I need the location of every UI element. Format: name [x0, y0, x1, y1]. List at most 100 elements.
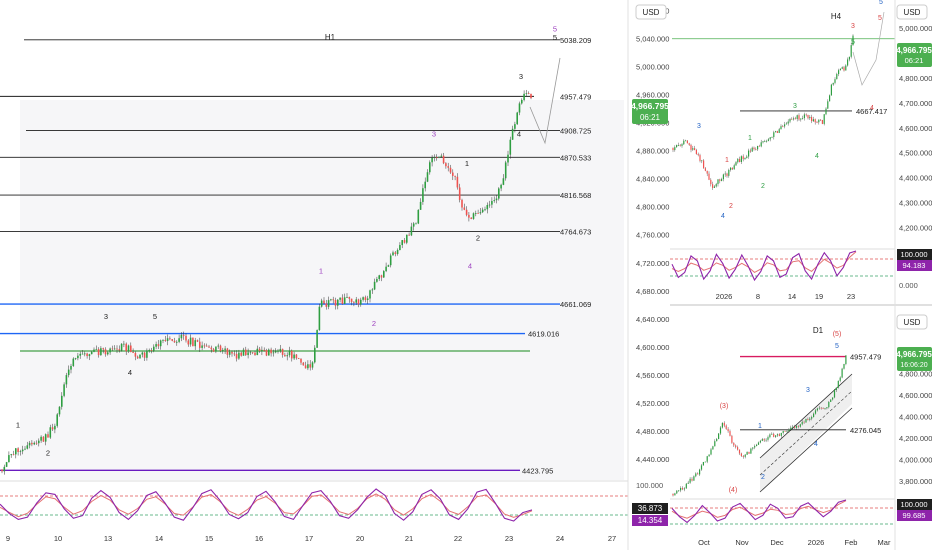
svg-text:99.685: 99.685	[903, 511, 926, 520]
h4-price-tick: 4,500.000	[899, 149, 932, 158]
h1-candle-body	[35, 442, 38, 444]
h1-candle-body	[337, 299, 339, 306]
d1-candle-body	[828, 401, 830, 408]
h1-wave-label: 5	[553, 25, 557, 34]
h1-time-axis[interactable]: 9 10 13 14 15 16 17 20 21 22 23 24 27	[6, 534, 616, 543]
h1-candle-body	[454, 175, 456, 177]
h4-wave-label: 4	[721, 213, 725, 220]
h1-price-tick: 4,640.000	[636, 315, 669, 324]
h1-level-label: 4764.673	[560, 227, 591, 236]
h1-candle-body	[67, 369, 70, 376]
svg-text:USD: USD	[904, 318, 921, 327]
svg-text:100.000: 100.000	[900, 500, 927, 509]
d1-candle-body	[685, 483, 687, 489]
h4-candle-body	[703, 160, 705, 169]
h4-candle-body	[821, 120, 823, 124]
d1-candle-body	[811, 417, 813, 419]
h4-candle-body	[746, 156, 748, 158]
h4-candle-body	[762, 141, 764, 143]
h1-candle-body	[265, 350, 268, 356]
h4-candle-body	[784, 124, 786, 127]
h1-candle-body	[341, 297, 344, 304]
d1-last-price-badge: 4,966.795 16:06:20	[896, 347, 932, 371]
h1-candle-body	[274, 351, 277, 353]
h1-candle-body	[31, 442, 33, 445]
d1-time-axis[interactable]: Oct Nov Dec 2026 Feb Mar	[698, 538, 891, 547]
h4-candle-body	[757, 145, 759, 150]
h1-candle-body	[95, 349, 98, 350]
h4-price-tick: 5,000.000	[899, 24, 932, 33]
h1-candle-body	[435, 157, 438, 159]
h1-candle-body	[419, 201, 422, 210]
h4-candle-body	[715, 184, 717, 187]
h1-candle-body	[77, 355, 79, 359]
h4-projection-path	[852, 11, 885, 86]
h4-candle-body	[852, 35, 854, 46]
h1-candle-body	[182, 334, 185, 336]
h1-candle-body	[385, 266, 387, 272]
h1-time-tick: 10	[54, 534, 62, 543]
h4-wave-label: 5	[851, 39, 855, 46]
h1-candle-body	[470, 217, 472, 219]
h1-candle-body	[415, 223, 417, 225]
h1-candle-body	[176, 341, 178, 343]
h1-candle-body	[33, 442, 35, 445]
h4-candle-body	[766, 140, 768, 142]
h1-price-axis[interactable]: 5,080.0005,040.0005,000.0004,960.0004,92…	[627, 0, 670, 550]
d1-candle-body	[683, 488, 685, 490]
d1-currency-badge[interactable]: USD	[896, 314, 928, 330]
h1-title: H1	[325, 33, 336, 42]
h1-candle-body	[433, 157, 436, 159]
h1-candle-body	[155, 344, 157, 347]
h4-candle-body	[778, 129, 780, 133]
svg-text:100.000: 100.000	[900, 250, 927, 259]
h1-panel[interactable]: 5038.209 4957.479 4908.725 4870.533 4816.568…	[0, 0, 628, 543]
h4-time-axis[interactable]: 2026 8 14 19 23	[716, 292, 856, 301]
h1-candle-body	[389, 255, 392, 266]
h1-level-label: 4908.725	[560, 127, 591, 136]
d1-price-axis[interactable]: 4,800.000 4,600.000 4,400.000 4,200.000 4,00…	[894, 306, 932, 550]
h1-wave-label: 4	[128, 368, 132, 377]
d1-time-tick: Oct	[698, 538, 711, 547]
d1-candle-body	[752, 447, 754, 449]
h1-candle-body	[297, 358, 300, 359]
h1-candle-body	[88, 354, 91, 357]
d1-candle-body	[792, 426, 794, 428]
h1-candle-body	[56, 414, 58, 426]
d1-time-tick: Dec	[770, 538, 784, 547]
h1-candle-body	[21, 449, 24, 452]
h4-candle-body	[744, 157, 746, 160]
h1-candle-body	[486, 205, 489, 210]
h1-candle-body	[477, 213, 479, 214]
h4-last-price-badge: 4,966.795 06:21	[896, 43, 932, 67]
d1-candle-body	[782, 431, 784, 433]
h1-candle-body	[364, 297, 367, 300]
h4-candle-body	[776, 131, 778, 133]
h1-candle-body	[422, 188, 424, 202]
d1-candle-body	[710, 449, 712, 455]
h1-candle-body	[143, 352, 146, 358]
d1-candle-body	[771, 433, 773, 435]
d1-panel[interactable]: 4957.479 4276.045 (3) (4) 1 2 3 4 5 (5) D1 Oct No…	[670, 306, 895, 550]
d1-osc-d-badge: 99.685	[897, 510, 932, 521]
h4-candle-body	[748, 150, 750, 157]
price-axis-icon[interactable]: USD	[635, 4, 667, 20]
h4-currency-badge[interactable]: USD	[896, 4, 928, 20]
h1-candle-body	[268, 349, 270, 356]
h4-price-axis[interactable]: 5,000.0004,900.0004,800.0004,700.0004,60…	[894, 0, 932, 304]
d1-candle-body	[820, 407, 822, 409]
h1-time-tick: 23	[505, 534, 513, 543]
h1-candle-body	[127, 345, 130, 352]
h4-candle-body	[753, 147, 755, 150]
d1-candle-body	[754, 445, 756, 448]
svg-text:14.354: 14.354	[638, 516, 663, 525]
h1-candle-body	[219, 345, 222, 351]
d1-candle-body	[773, 433, 775, 437]
h1-candle-body	[530, 93, 532, 99]
h4-candle-body	[845, 65, 847, 71]
d1-candle-body	[735, 445, 737, 448]
h1-candle-body	[38, 440, 40, 444]
h4-candle-body	[755, 149, 757, 150]
h1-candle-body	[164, 339, 167, 342]
